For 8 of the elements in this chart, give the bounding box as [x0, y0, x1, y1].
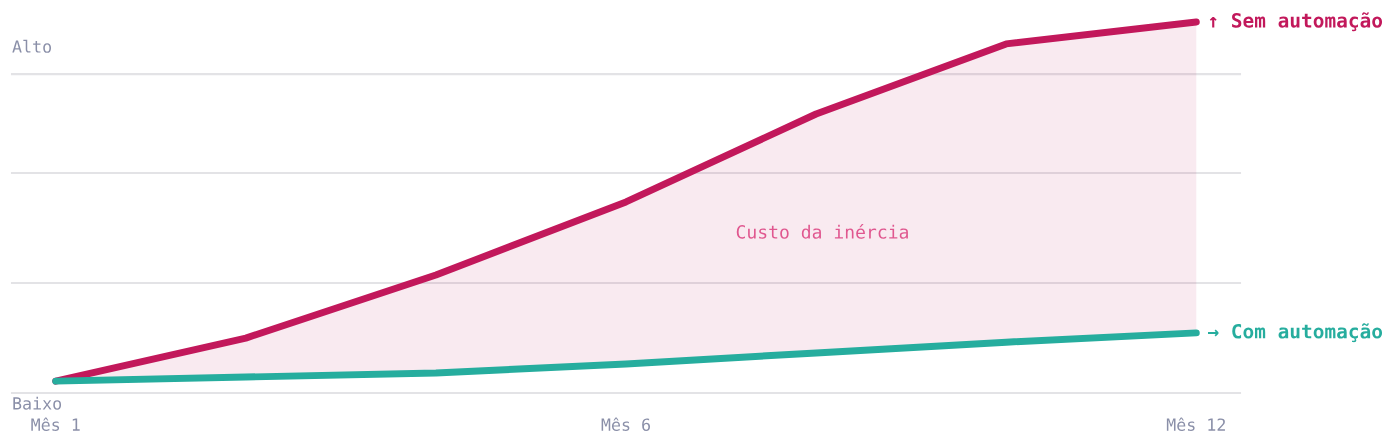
x-tick-label: Mês 1: [31, 417, 80, 431]
x-tick-label: Mês 6: [601, 417, 651, 431]
text: Baixo: [13, 396, 62, 410]
series-label: → Com automação: [1208, 323, 1383, 343]
x-tick-label: Mês 12: [1166, 417, 1225, 431]
annotation: Alto: [12, 39, 52, 53]
annotation: Custo da inércia: [736, 224, 908, 239]
series-label: ↑ Sem automação: [1209, 12, 1383, 32]
